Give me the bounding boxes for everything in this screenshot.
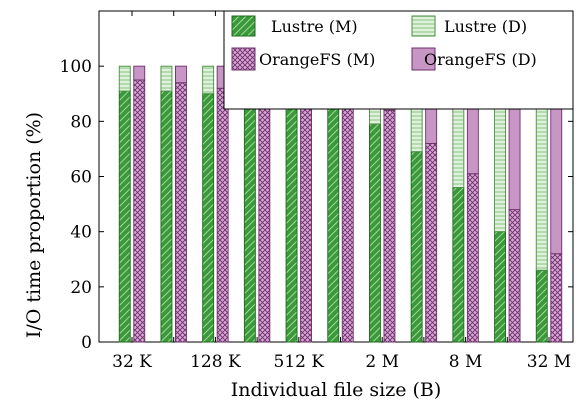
legend-item-lustre-m: Lustre (M): [231, 15, 358, 37]
bar-orangefs-m: [174, 82, 187, 343]
y-tick-label: 0: [81, 333, 92, 353]
legend-item-orangefs-d: OrangeFS (D): [411, 47, 537, 71]
bar-lustre-m: [452, 187, 465, 343]
legend-item-orangefs-m: OrangeFS (M): [231, 47, 375, 71]
legend-label-orangefs-d: OrangeFS (D): [424, 50, 537, 69]
bars: [118, 65, 563, 343]
legend-box: [223, 10, 574, 110]
bar-orangefs-m: [216, 87, 229, 343]
x-axis: 32 K 128 K 512 K 2 M 8 M 32 M: [112, 11, 571, 372]
bar-lustre-d: [118, 65, 131, 92]
bar-orangefs-m: [341, 98, 354, 343]
bar-lustre-m: [494, 231, 506, 343]
legend-swatch-lustre-d: [411, 15, 436, 37]
legend-label-lustre-d: Lustre (D): [444, 17, 527, 36]
bar-orangefs-m: [550, 253, 563, 343]
bar-orangefs-m: [508, 209, 521, 343]
bar-lustre-m: [202, 93, 215, 343]
x-axis-title: Individual file size (B): [231, 379, 442, 401]
y-tick-label: 20: [70, 278, 92, 298]
x-tick-label: 8 M: [449, 352, 483, 372]
bar-lustre-m: [410, 151, 423, 343]
y-tick-label: 60: [70, 168, 92, 188]
bar-lustre-m: [327, 107, 340, 343]
y-axis: 0 20 40 60 80 100: [60, 57, 573, 353]
bar-orangefs-d: [133, 65, 146, 81]
legend-label-lustre-m: Lustre (M): [271, 17, 358, 36]
y-tick-label: 80: [70, 112, 92, 132]
bar-lustre-d: [202, 65, 215, 95]
bar-orangefs-m: [258, 90, 271, 343]
bar-lustre-m: [160, 90, 173, 343]
legend-label-orangefs-m: OrangeFS (M): [259, 50, 375, 69]
x-tick-label: 32 K: [112, 352, 152, 372]
bar-lustre-m: [243, 96, 256, 343]
bar-lustre-m: [369, 123, 381, 343]
bar-orangefs-m: [383, 109, 396, 343]
x-tick-label: 512 K: [274, 352, 325, 372]
legend-swatch-lustre-m: [231, 15, 256, 37]
bar-orangefs-m: [466, 173, 479, 343]
legend-swatch-orangefs-d: [411, 47, 436, 71]
x-tick-label: 128 K: [190, 352, 241, 372]
x-tick-label: 2 M: [365, 352, 399, 372]
legend: Lustre (M) Lustre (D) OrangeFS (M) Orang…: [223, 10, 574, 110]
bar-lustre-d: [160, 65, 173, 92]
legend-swatch-orangefs-m: [231, 47, 256, 71]
bar-orangefs-m: [425, 142, 438, 343]
bar-lustre-m: [118, 90, 131, 343]
bar-lustre-m: [285, 98, 298, 343]
bar-orangefs-m: [300, 93, 312, 343]
legend-item-lustre-d: Lustre (D): [411, 15, 527, 37]
bar-lustre-m: [535, 269, 548, 343]
bar-orangefs-d: [174, 65, 187, 84]
bar-orangefs-m: [133, 79, 146, 343]
y-tick-label: 40: [70, 223, 92, 243]
x-tick-label: 32 M: [527, 352, 571, 372]
y-tick-label: 100: [60, 57, 92, 77]
y-axis-title: I/O time proportion (%): [23, 112, 45, 338]
